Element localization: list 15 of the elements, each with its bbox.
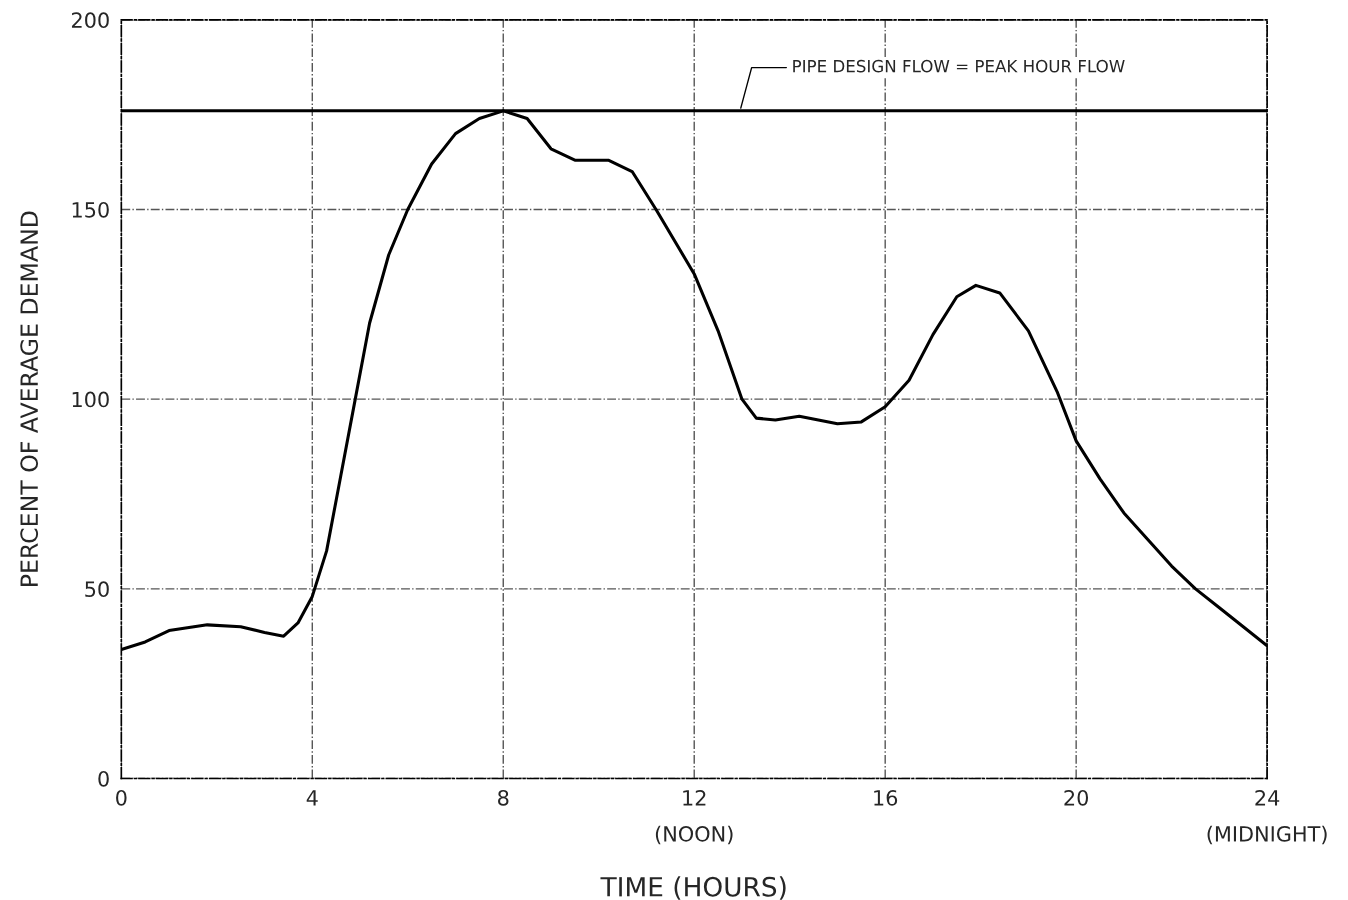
x-tick-label: 16: [874, 789, 898, 806]
y-tick-label: 50: [85, 581, 109, 598]
y-tick-label: 100: [72, 391, 109, 408]
x-tick-label: 8: [498, 789, 509, 806]
x-tick-label: 24 (MIDNIGHT): [1207, 789, 1327, 845]
x-tick-label: 0: [116, 789, 127, 806]
x-axis-title: TIME (HOURS): [600, 876, 786, 900]
ref-line-label: PIPE DESIGN FLOW = PEAK HOUR FLOW: [793, 59, 1125, 73]
x-tick-label: 4: [306, 790, 318, 806]
y-tick-label: 200: [71, 12, 109, 29]
y-tick-label: 150: [72, 201, 109, 218]
x-tick-label: 12 (NOON): [655, 789, 733, 845]
y-axis-title: PERCENT OF AVERAGE DEMAND: [20, 211, 39, 586]
y-tick-label: 0: [98, 770, 109, 787]
x-tick-label: 20: [1064, 789, 1089, 806]
